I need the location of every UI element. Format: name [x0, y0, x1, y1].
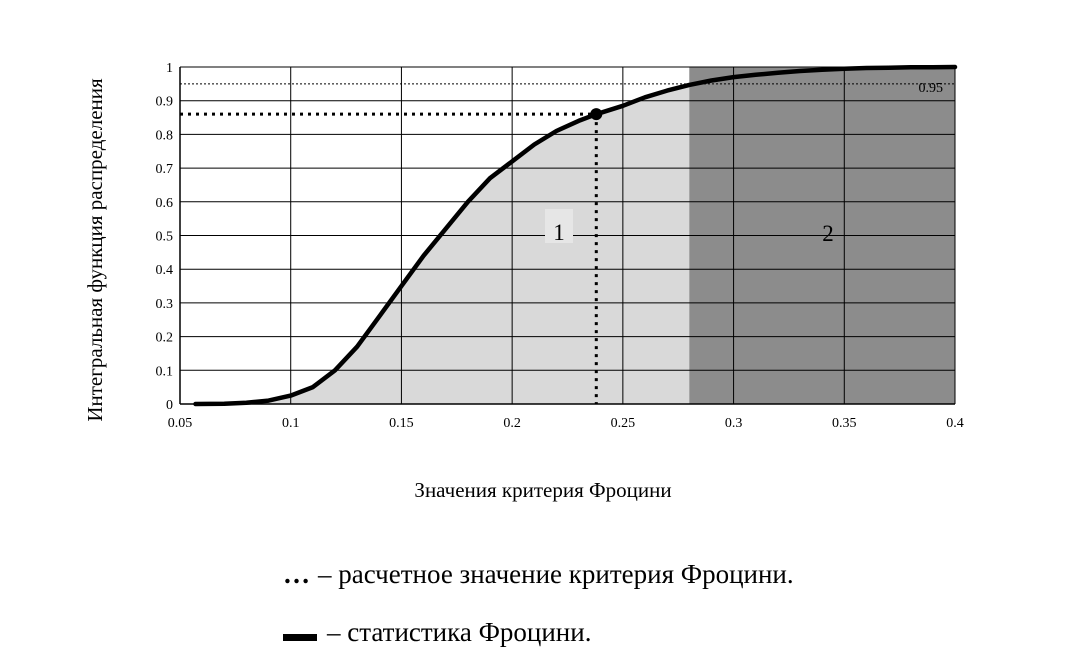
x-tick-label-1: 0.1 — [282, 416, 300, 431]
x-tick-label-6: 0.35 — [832, 416, 857, 431]
cdf-curve — [193, 64, 958, 407]
y-tick-label-6: 0.6 — [156, 196, 174, 211]
y-tick-label-1: 0.1 — [156, 364, 174, 379]
y-tick-label-7: 0.7 — [156, 162, 174, 177]
x-tick-label-7: 0.4 — [946, 416, 964, 431]
y-tick-label-5: 0.5 — [156, 230, 174, 245]
region-1-label-bg — [545, 209, 573, 243]
computed-value-markers — [180, 112, 598, 404]
x-tick-label-2: 0.15 — [389, 416, 414, 431]
cdf-line — [193, 64, 958, 407]
solid-line-symbol — [283, 634, 317, 642]
x-tick-label-4: 0.25 — [611, 416, 636, 431]
reference-line-label: 0.95 — [919, 81, 944, 96]
x-axis-title: Значения критерия Фроцини — [414, 478, 671, 502]
y-tick-label-8: 0.8 — [156, 128, 174, 143]
region-1-label: 1 — [553, 220, 565, 245]
y-axis-title: Интегральная функция распределения — [83, 78, 107, 422]
y-tick-label-3: 0.3 — [156, 297, 174, 312]
x-tick-labels: 0.05 0.1 0.15 0.2 0.25 0.3 0.35 0.4 — [168, 416, 964, 431]
y-tick-label-0: 0 — [166, 398, 173, 413]
chart: 0.95 0.05 0.1 0.15 0.2 0.25 0.3 0.35 0.4 00.10.… — [83, 61, 964, 502]
reference-line: 0.95 — [180, 81, 955, 96]
legend-line-text: – статистика Фроцини. — [327, 617, 592, 647]
legend-dotted-item: … – расчетное значение критерия Фроцини. — [283, 561, 794, 588]
legend-line-item: – статистика Фроцини. — [283, 619, 591, 646]
y-tick-labels: 0 0.1 0.2 0.3 0.4 0.5 0.6 0.7 0.8 0.9 1 — [156, 61, 174, 413]
dotted-line-symbol: … — [283, 559, 310, 589]
y-tick-label-9: 0.9 — [156, 95, 174, 110]
region-1-fill — [195, 84, 690, 405]
computed-point — [590, 108, 603, 121]
y-tick-label-2: 0.2 — [156, 331, 174, 346]
y-tick-label-4: 0.4 — [156, 263, 174, 278]
x-tick-label-5: 0.3 — [725, 416, 743, 431]
y-tick-label-10: 1 — [166, 61, 173, 76]
legend-dotted-text: – расчетное значение критерия Фроцини. — [318, 559, 794, 589]
x-tick-label-3: 0.2 — [503, 416, 521, 431]
region-2-label: 2 — [822, 221, 834, 246]
x-tick-label-0: 0.05 — [168, 416, 193, 431]
